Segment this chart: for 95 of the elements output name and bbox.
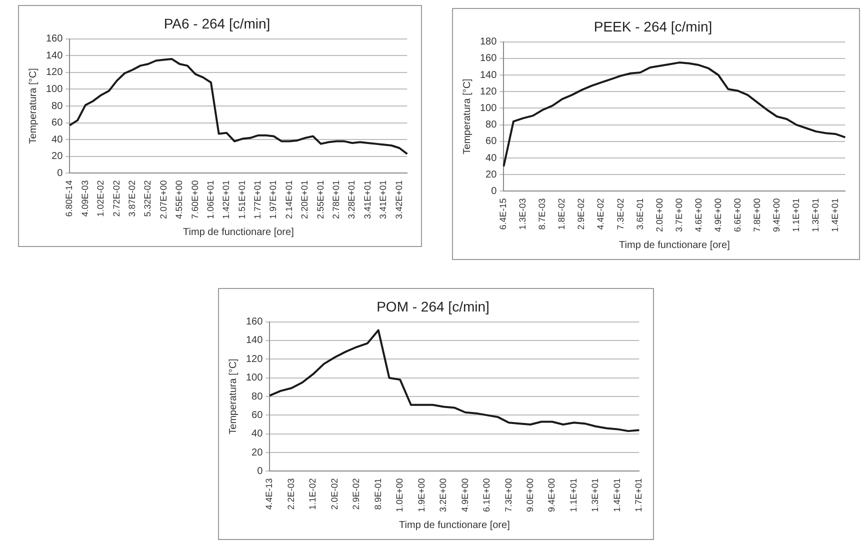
x-tick-label: 4.6E+00 [693, 198, 704, 232]
y-tick-label: 140 [46, 50, 64, 62]
x-tick-label: 8.9E-01 [372, 478, 383, 510]
x-tick-label: 6.6E+00 [732, 198, 742, 232]
x-tick-label: 5.32E-02 [142, 180, 153, 217]
y-tick-label: 80 [252, 391, 264, 402]
x-axis-title: Timp de functionare [ore] [399, 520, 510, 531]
y-tick-label: 100 [480, 102, 498, 114]
x-tick-label: 3.28E+01 [346, 180, 357, 220]
x-tick-label: 2.20E+01 [300, 180, 310, 220]
x-tick-label: 4.4E-13 [264, 478, 274, 510]
x-tick-label: 1.4E+01 [612, 478, 622, 512]
y-tick-label: 160 [46, 34, 64, 45]
x-tick-label: 4.09E-03 [80, 180, 90, 217]
y-axis-title: Temperatura [°C] [28, 68, 39, 144]
y-tick-label: 0 [257, 466, 264, 477]
x-tick-label: 7.3E+00 [503, 478, 514, 512]
chart-title: PA6 - 264 [c/min] [164, 15, 270, 32]
x-tick-label: 1.97E+01 [268, 180, 278, 220]
y-tick-label: 120 [46, 67, 64, 78]
y-tick-label: 40 [486, 152, 498, 164]
x-tick-label: 3.87E-02 [126, 180, 137, 217]
y-tick-label: 60 [52, 118, 64, 129]
x-tick-label: 8.7E-03 [537, 198, 548, 230]
y-tick-label: 100 [246, 372, 264, 384]
x-tick-label: 9.4E+00 [546, 478, 557, 512]
x-tick-label: 4.55E+00 [174, 180, 184, 220]
x-tick-label: 1.3E+01 [590, 478, 600, 512]
x-tick-label: 3.41E+01 [362, 180, 372, 220]
x-axis-title: Timp de functionare [ore] [183, 226, 294, 238]
x-tick-label: 2.2E-03 [286, 478, 296, 510]
x-tick-label: 2.9E-02 [576, 198, 586, 230]
x-tick-label: 1.9E+00 [416, 478, 426, 512]
x-tick-label: 3.42E+01 [394, 180, 404, 220]
x-tick-label: 1.7E+01 [634, 478, 644, 512]
x-tick-label: 2.55E+01 [315, 180, 326, 220]
x-tick-label: 1.0E+00 [394, 478, 405, 512]
y-axis-title: Temperatura [°C] [462, 78, 473, 154]
x-tick-label: 3.6E-01 [634, 198, 645, 230]
y-tick-label: 40 [252, 428, 264, 440]
x-tick-label: 9.4E+00 [771, 198, 782, 232]
y-tick-label: 60 [486, 136, 498, 148]
y-tick-label: 100 [46, 84, 64, 95]
x-tick-label: 1.51E+01 [236, 180, 247, 220]
x-tick-label: 3.41E+01 [378, 180, 388, 220]
x-tick-label: 6.1E+00 [482, 478, 492, 512]
x-tick-label: 7.60E+00 [190, 180, 200, 220]
x-tick-label: 3.7E+00 [674, 198, 684, 232]
x-tick-label: 1.06E+01 [205, 180, 216, 220]
y-tick-label: 60 [252, 410, 264, 421]
y-axis-title: Temperatura [°C] [228, 358, 239, 434]
chart-title: PEEK - 264 [c/min] [594, 18, 712, 34]
y-tick-label: 180 [480, 36, 498, 48]
x-tick-label: 1.1E+01 [568, 478, 578, 512]
y-tick-label: 120 [480, 86, 498, 98]
y-tick-label: 80 [52, 100, 64, 112]
x-tick-label: 1.8E-02 [556, 198, 567, 230]
y-tick-label: 0 [491, 186, 498, 197]
y-tick-label: 160 [246, 316, 264, 328]
y-tick-label: 20 [252, 447, 264, 458]
x-tick-label: 4.9E+00 [712, 198, 723, 232]
y-tick-label: 20 [52, 151, 64, 162]
x-tick-label: 2.72E-02 [111, 180, 122, 217]
y-tick-label: 140 [246, 335, 264, 346]
y-tick-label: 40 [52, 134, 64, 146]
x-tick-label: 1.1E-02 [308, 478, 318, 510]
x-tick-label: 2.0E-02 [329, 478, 340, 510]
x-tick-label: 4.4E-02 [596, 198, 606, 230]
y-tick-label: 0 [57, 168, 64, 179]
y-tick-label: 80 [486, 120, 498, 131]
x-tick-label: 1.3E-03 [518, 198, 528, 230]
x-tick-label: 1.1E+01 [790, 198, 801, 232]
x-tick-label: 6.4E-15 [498, 198, 508, 230]
chart-title: POM - 264 [c/min] [376, 298, 490, 314]
x-tick-label: 2.07E+00 [158, 180, 168, 220]
x-tick-label: 2.78E+01 [331, 180, 342, 220]
y-tick-label: 160 [480, 53, 498, 64]
x-tick-label: 6.80E-14 [64, 180, 74, 217]
y-tick-label: 20 [486, 169, 498, 180]
x-tick-label: 1.77E+01 [252, 180, 263, 220]
x-tick-label: 9.0E+00 [525, 478, 536, 512]
x-tick-label: 7.8E+00 [752, 198, 762, 232]
x-tick-label: 4.9E+00 [460, 478, 470, 512]
x-tick-label: 1.3E+01 [810, 198, 820, 232]
x-tick-label: 1.42E+01 [221, 180, 232, 220]
x-axis-title: Timp de functionare [ore] [619, 240, 730, 251]
y-tick-label: 120 [246, 354, 264, 365]
x-tick-label: 7.3E-02 [615, 198, 626, 230]
x-tick-label: 1.02E-02 [96, 180, 106, 217]
x-tick-label: 2.0E+00 [654, 198, 664, 232]
y-tick-label: 140 [480, 70, 498, 81]
x-tick-label: 2.14E+01 [284, 180, 294, 220]
x-tick-label: 2.9E-02 [351, 478, 362, 510]
x-tick-label: 3.2E+00 [438, 478, 448, 512]
x-tick-label: 1.4E+01 [830, 198, 840, 232]
